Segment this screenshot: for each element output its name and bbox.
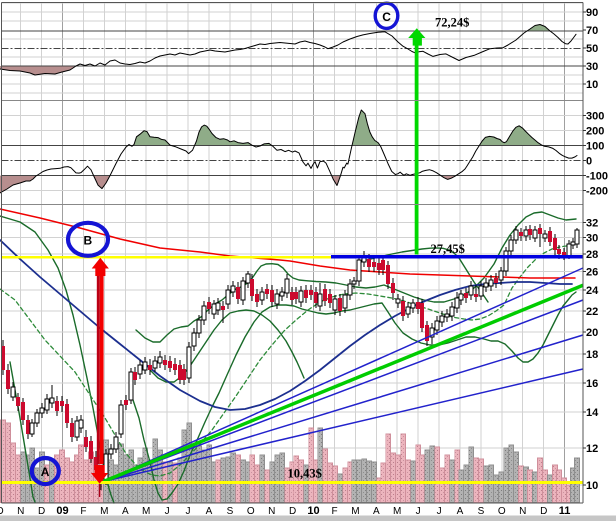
svg-text:M: M — [393, 506, 401, 517]
svg-text:200: 200 — [586, 126, 604, 138]
svg-text:09: 09 — [56, 505, 68, 517]
svg-text:32: 32 — [586, 218, 598, 230]
svg-text:300: 300 — [586, 110, 604, 122]
svg-text:10: 10 — [586, 480, 598, 492]
svg-text:B: B — [84, 234, 93, 248]
svg-text:26: 26 — [586, 267, 598, 279]
svg-text:11: 11 — [559, 505, 571, 517]
svg-text:J: J — [437, 506, 442, 517]
svg-text:A: A — [122, 506, 129, 517]
svg-text:N: N — [519, 506, 526, 517]
svg-text:O: O — [247, 506, 255, 517]
svg-text:0: 0 — [586, 156, 592, 168]
svg-text:28: 28 — [586, 249, 598, 261]
svg-text:12: 12 — [586, 443, 598, 455]
svg-text:O: O — [498, 506, 506, 517]
svg-text:10: 10 — [307, 505, 319, 517]
svg-text:A: A — [41, 465, 50, 479]
svg-text:D: D — [540, 506, 547, 517]
svg-text:30: 30 — [586, 61, 598, 73]
svg-text:70: 70 — [586, 25, 598, 37]
svg-text:M: M — [100, 506, 108, 517]
svg-text:72,24$: 72,24$ — [435, 16, 469, 30]
svg-text:90: 90 — [586, 7, 598, 19]
svg-text:10,43$: 10,43$ — [288, 467, 322, 481]
svg-text:M: M — [351, 506, 359, 517]
svg-text:24: 24 — [586, 285, 599, 297]
svg-text:16: 16 — [586, 378, 598, 390]
svg-text:A: A — [206, 506, 213, 517]
svg-text:A: A — [373, 506, 380, 517]
svg-text:-100: -100 — [586, 171, 608, 183]
svg-text:20: 20 — [586, 327, 598, 339]
svg-text:18: 18 — [586, 349, 598, 361]
svg-text:J: J — [186, 506, 191, 517]
svg-text:D: D — [289, 506, 296, 517]
svg-text:14: 14 — [586, 407, 599, 419]
svg-text:J: J — [416, 506, 421, 517]
svg-text:F: F — [80, 506, 86, 517]
svg-text:S: S — [478, 506, 485, 517]
svg-text:S: S — [227, 506, 234, 517]
svg-text:D: D — [38, 506, 45, 517]
svg-text:C: C — [382, 10, 391, 24]
svg-text:J: J — [165, 506, 170, 517]
svg-text:N: N — [268, 506, 275, 517]
svg-text:100: 100 — [586, 141, 604, 153]
svg-text:-200: -200 — [586, 186, 608, 198]
svg-text:50: 50 — [586, 43, 598, 55]
svg-text:O: O — [0, 506, 4, 517]
svg-text:A: A — [457, 506, 464, 517]
svg-text:M: M — [142, 506, 150, 517]
svg-text:N: N — [17, 506, 24, 517]
svg-text:27,45$: 27,45$ — [431, 242, 465, 256]
svg-text:F: F — [331, 506, 337, 517]
svg-text:30: 30 — [586, 233, 598, 245]
svg-text:10: 10 — [586, 79, 598, 91]
svg-text:22: 22 — [586, 306, 598, 318]
